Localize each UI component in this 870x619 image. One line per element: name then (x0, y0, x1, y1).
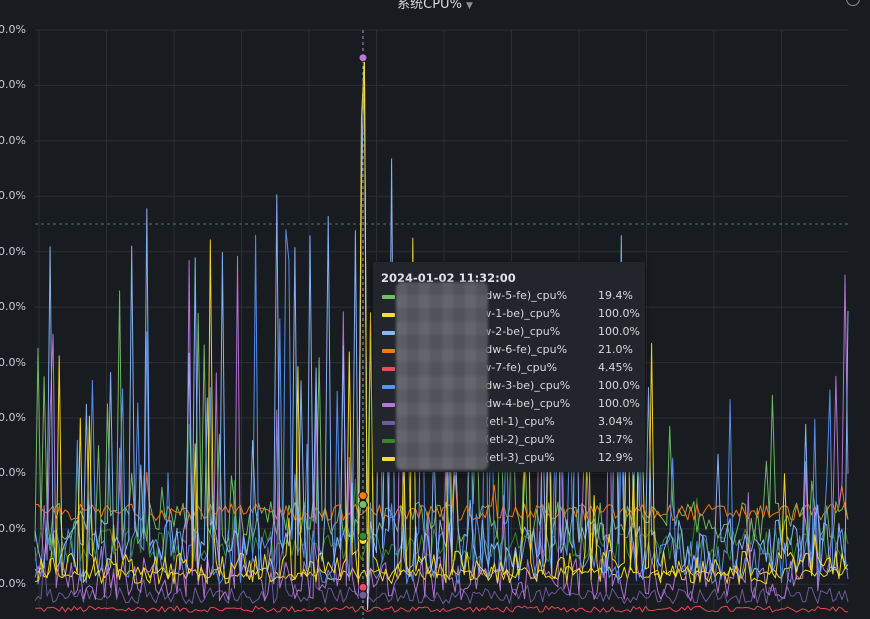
tooltip-series-value: 100.0% (598, 307, 640, 320)
hover-point (358, 499, 368, 509)
tooltip-series-name: (dw-5-fe)_cpu% (481, 289, 568, 302)
hover-point (358, 53, 368, 63)
y-tick-label: 0.0% (0, 244, 26, 258)
series-color-swatch (382, 457, 395, 461)
series-line (34, 605, 849, 613)
tooltip-series-name: (dw-2-be)_cpu% (471, 325, 561, 338)
y-tick-label: 0.0% (0, 300, 26, 314)
redacted-area (396, 282, 488, 470)
hover-point (358, 531, 368, 541)
tooltip-series-value: 100.0% (598, 325, 640, 338)
series-color-swatch (382, 385, 395, 389)
y-tick-label: 0.0% (0, 78, 26, 92)
tooltip-series-value: 19.4% (598, 289, 633, 302)
tooltip-series-name: (dw-6-fe)_cpu% (481, 343, 568, 356)
y-tick-label: 0.0% (0, 411, 26, 424)
tooltip-time: 2024-01-02 11:32:00 (381, 271, 516, 285)
tooltip-series-value: 3.04% (598, 415, 633, 428)
series-line (34, 57, 849, 610)
tooltip-series-value: 100.0% (598, 397, 640, 410)
tooltip-series-name: (etl-1)_cpu% (485, 415, 555, 428)
tooltip-series-name: (dw-3-be)_cpu% (481, 379, 571, 392)
tooltip-row: (dw-5-fe)_cpu% 19.4% (381, 289, 641, 307)
tooltip-row: (dw-2-be)_cpu% 100.0% (381, 325, 641, 343)
y-tick-label: 0.0% (0, 577, 26, 591)
series-line (34, 57, 849, 610)
series-line (35, 471, 849, 521)
chart-series (34, 57, 849, 613)
series-color-swatch (382, 295, 395, 299)
tooltip-series-value: 100.0% (598, 379, 640, 392)
y-tick-label: 0.0% (0, 133, 26, 147)
tooltip-series-value: 4.45% (598, 361, 633, 374)
series-color-swatch (382, 367, 395, 371)
chart-overlay (358, 30, 368, 619)
series-color-swatch (382, 349, 395, 353)
tooltip-series-name: (etl-3)_cpu% (485, 451, 555, 464)
tooltip-series-name: (dw-1-be)_cpu% (471, 307, 561, 320)
hover-point (358, 491, 368, 501)
tooltip-row: (dw-4-be)_cpu% 100.0% (381, 397, 641, 415)
y-tick-label: 0.0% (0, 23, 26, 36)
tooltip-series-value: 12.9% (598, 451, 633, 464)
series-line (34, 57, 849, 610)
tooltip-row: (dw-1-be)_cpu% 100.0% (381, 307, 641, 325)
hover-point (358, 582, 368, 592)
tooltip-row: (dw-3-be)_cpu% 100.0% (381, 379, 641, 397)
hover-point (358, 590, 368, 600)
series-color-swatch (382, 421, 395, 425)
series-color-swatch (382, 313, 395, 317)
series-color-swatch (382, 439, 395, 443)
y-tick-label: 0.0% (0, 521, 26, 535)
tooltip-row: (etl-3)_cpu% 12.9% (381, 451, 641, 469)
y-tick-label: 0.0% (0, 189, 26, 203)
y-tick-label: 0.0% (0, 355, 26, 369)
tooltip-row: (etl-2)_cpu% 13.7% (381, 433, 641, 451)
panel-header[interactable]: 系统CPU% ▼ (0, 0, 870, 12)
series-color-swatch (382, 403, 395, 407)
tooltip-series-name: (dw-7-fe)_cpu% (471, 361, 558, 374)
tooltip-series-name: (dw-4-be)_cpu% (481, 397, 571, 410)
y-tick-label: 0.0% (0, 466, 26, 480)
tooltip-series-name: (etl-2)_cpu% (485, 433, 555, 446)
tooltip-series-value: 13.7% (598, 433, 633, 446)
panel-title[interactable]: 系统CPU% (397, 0, 462, 12)
tooltip-series-value: 21.0% (598, 343, 633, 356)
series-line (34, 542, 849, 605)
tooltip-row: (dw-7-fe)_cpu% 4.45% (381, 361, 641, 379)
tooltip-row: (etl-1)_cpu% 3.04% (381, 415, 641, 433)
chevron-down-icon[interactable]: ▼ (465, 1, 473, 11)
tooltip-row: (dw-6-fe)_cpu% 21.0% (381, 343, 641, 361)
series-color-swatch (382, 331, 395, 335)
